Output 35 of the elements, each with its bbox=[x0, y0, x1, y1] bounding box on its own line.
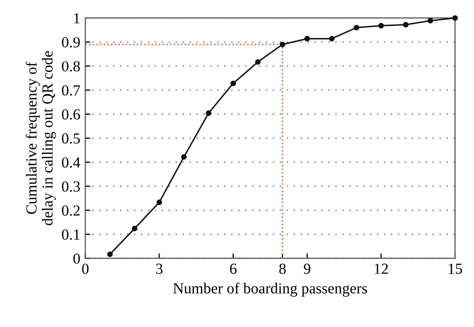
x-tick-label: 8 bbox=[279, 264, 286, 274]
y-tick-label: 0.5 bbox=[62, 133, 80, 144]
point bbox=[452, 15, 458, 21]
point bbox=[156, 200, 162, 206]
point bbox=[280, 42, 286, 48]
point bbox=[230, 80, 236, 86]
point bbox=[378, 22, 384, 28]
point bbox=[304, 36, 310, 42]
x-axis-title: Number of boarding passengers bbox=[173, 282, 367, 297]
x-tick-label: 3 bbox=[156, 264, 162, 274]
point bbox=[107, 251, 113, 258]
point bbox=[255, 59, 261, 65]
point bbox=[206, 110, 212, 116]
x-tick-label: 0 bbox=[82, 264, 89, 274]
y-tick-label: 0.6 bbox=[62, 109, 80, 120]
point bbox=[181, 154, 187, 160]
y-tick-label: 0.9 bbox=[62, 37, 80, 48]
y-tick-label: 0 bbox=[73, 253, 80, 264]
y-axis-title: Cumulative frequency of delay in calling out QR code bbox=[26, 51, 56, 226]
point bbox=[402, 22, 409, 28]
x-tick-label: 6 bbox=[230, 264, 237, 274]
x-tick-label: 15 bbox=[448, 264, 462, 274]
y-tick-label: 1 bbox=[74, 13, 80, 24]
point bbox=[132, 226, 138, 232]
point bbox=[428, 18, 434, 24]
y-tick-label: 0.4 bbox=[62, 157, 80, 168]
y-tick-label: 0.1 bbox=[62, 229, 80, 240]
y-tick-label: 0.7 bbox=[62, 85, 80, 96]
y-tick-label: 0.8 bbox=[62, 61, 80, 72]
y-tick-label: 0.2 bbox=[62, 205, 80, 216]
point bbox=[354, 24, 360, 30]
point bbox=[329, 36, 335, 42]
x-tick-label: 9 bbox=[304, 264, 310, 274]
x-tick-label: 12 bbox=[374, 264, 388, 274]
y-tick-label: 0.3 bbox=[62, 181, 80, 192]
